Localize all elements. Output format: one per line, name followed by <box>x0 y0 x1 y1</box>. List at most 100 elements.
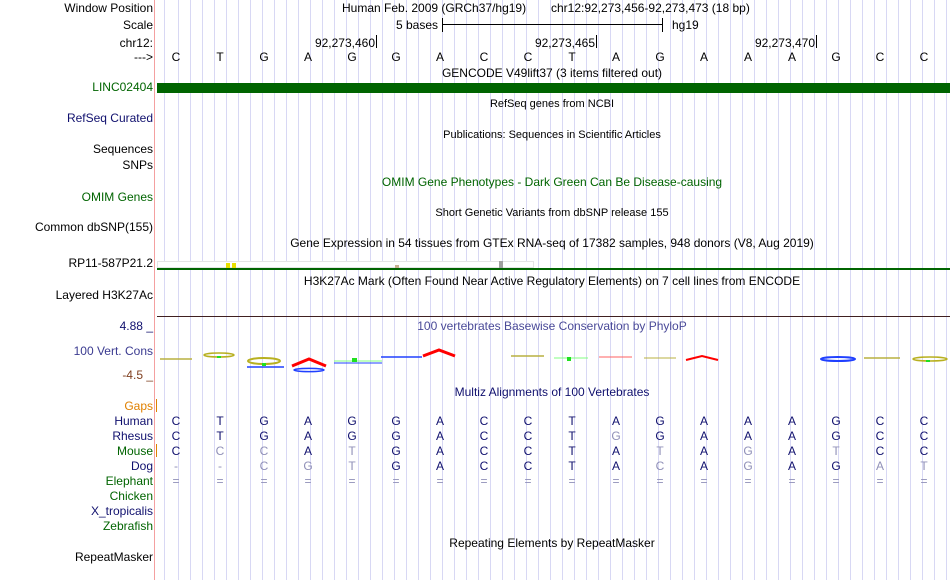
species-label[interactable]: Rhesus <box>112 429 153 443</box>
gtex-expression-box[interactable] <box>157 261 534 268</box>
base-letter: C <box>171 50 181 64</box>
base-letter: A <box>787 50 796 64</box>
aligned-base: C <box>523 459 533 473</box>
aligned-base: G <box>831 429 841 443</box>
aligned-base: C <box>919 444 929 458</box>
aligned-base: T <box>216 414 224 428</box>
aligned-base: C <box>655 459 665 473</box>
aligned-base: G <box>303 459 313 473</box>
aligned-base: = <box>788 474 796 488</box>
aligned-base: T <box>568 459 576 473</box>
position-tick-label: 92,273,470 <box>754 36 815 50</box>
gtex-gene-line <box>157 268 950 270</box>
base-letter: A <box>611 50 620 64</box>
phylop-min-label: -4.5 _ <box>122 368 153 382</box>
aligned-base: C <box>479 429 489 443</box>
dbsnp-track-title: Short Genetic Variants from dbSNP releas… <box>435 207 669 219</box>
aligned-base: G <box>391 429 401 443</box>
species-label[interactable]: Chicken <box>109 489 153 503</box>
aligned-base: C <box>875 444 885 458</box>
omim-track-label[interactable]: OMIM Genes <box>81 190 153 204</box>
aligned-base: = <box>216 474 224 488</box>
aligned-base: C <box>479 444 489 458</box>
aligned-base: A <box>787 459 796 473</box>
aligned-base: = <box>876 474 884 488</box>
aligned-base: C <box>259 444 269 458</box>
species-label[interactable]: X_tropicalis <box>90 504 153 518</box>
rmsk-track-label[interactable]: RepeatMasker <box>74 550 153 564</box>
species-label[interactable]: Elephant <box>105 474 153 488</box>
scale-text: 5 bases <box>395 18 438 32</box>
pubs-sequences-label[interactable]: Sequences <box>92 142 153 156</box>
species-label[interactable]: Dog <box>130 459 153 473</box>
rmsk-track-title: Repeating Elements by RepeatMasker <box>449 536 655 550</box>
species-label[interactable]: Human <box>114 414 153 428</box>
aligned-base: A <box>787 444 796 458</box>
gene-bar-linc02404[interactable] <box>157 83 950 93</box>
aligned-base: G <box>831 414 841 428</box>
position-tick <box>596 35 597 48</box>
base-letter: A <box>699 50 708 64</box>
scale-bar-right-tick <box>662 18 663 32</box>
aligned-base: = <box>260 474 268 488</box>
conservation-logo <box>160 348 948 373</box>
base-letter: A <box>435 50 444 64</box>
aligned-base: C <box>479 459 489 473</box>
species-label[interactable]: Zebrafish <box>102 519 153 533</box>
base-letter: T <box>568 50 576 64</box>
omim-track-title: OMIM Gene Phenotypes - Dark Green Can Be… <box>381 175 723 189</box>
assembly-title: Human Feb. 2009 (GRCh37/hg19) <box>342 1 527 15</box>
aligned-base: C <box>919 429 929 443</box>
gencode-item-label[interactable]: LINC02404 <box>92 80 153 94</box>
refseq-track-title: RefSeq genes from NCBI <box>489 98 615 110</box>
multiz-track-title: Multiz Alignments of 100 Vertebrates <box>454 385 650 399</box>
gtex-gene-label[interactable]: RP11-587P21.2 <box>68 256 153 270</box>
gap-marker <box>156 399 157 412</box>
aligned-base: A <box>787 414 796 428</box>
scale-db: hg19 <box>672 18 699 32</box>
aligned-base: C <box>171 429 181 443</box>
aligned-base: A <box>435 459 444 473</box>
pubs-snps-label[interactable]: SNPs <box>122 158 153 172</box>
aligned-base: = <box>172 474 180 488</box>
h3k27ac-track-label[interactable]: Layered H3K27Ac <box>55 288 153 302</box>
aligned-base: T <box>348 444 356 458</box>
label-separator <box>154 0 155 580</box>
h3k27ac-track-title: H3K27Ac Mark (Often Found Near Active Re… <box>303 274 801 288</box>
base-letter: C <box>875 50 885 64</box>
aligned-base: G <box>347 429 357 443</box>
aligned-base: C <box>259 459 269 473</box>
aligned-base: = <box>568 474 576 488</box>
gaps-label[interactable]: Gaps <box>124 399 153 413</box>
phylop-track-label[interactable]: 100 Vert. Cons <box>73 344 153 358</box>
aligned-base: T <box>568 414 576 428</box>
position-tick <box>816 35 817 48</box>
dbsnp-track-label[interactable]: Common dbSNP(155) <box>34 220 153 234</box>
aligned-base: = <box>392 474 400 488</box>
aligned-base: = <box>304 474 312 488</box>
aligned-base: G <box>391 414 401 428</box>
aligned-base: A <box>699 429 708 443</box>
base-letter: C <box>479 50 489 64</box>
aligned-base: C <box>215 444 225 458</box>
aligned-base: A <box>699 459 708 473</box>
base-letter: T <box>216 50 224 64</box>
aligned-base: = <box>348 474 356 488</box>
position-readout: chr12:92,273,456-92,273,473 (18 bp) <box>551 1 750 15</box>
aligned-base: T <box>348 459 356 473</box>
aligned-base: - <box>174 459 178 473</box>
aligned-base: A <box>743 414 752 428</box>
aligned-base: C <box>523 444 533 458</box>
aligned-base: A <box>303 444 312 458</box>
h3k27ac-baseline <box>157 316 950 317</box>
aligned-base: C <box>919 414 929 428</box>
scale-label: Scale <box>122 18 153 32</box>
aligned-base: = <box>480 474 488 488</box>
base-letter: G <box>259 50 269 64</box>
refseq-track-label[interactable]: RefSeq Curated <box>66 111 153 125</box>
species-label[interactable]: Mouse <box>116 444 153 458</box>
aligned-base: = <box>612 474 620 488</box>
aligned-base: T <box>656 444 664 458</box>
aligned-base: T <box>216 429 224 443</box>
aligned-base: T <box>832 444 840 458</box>
